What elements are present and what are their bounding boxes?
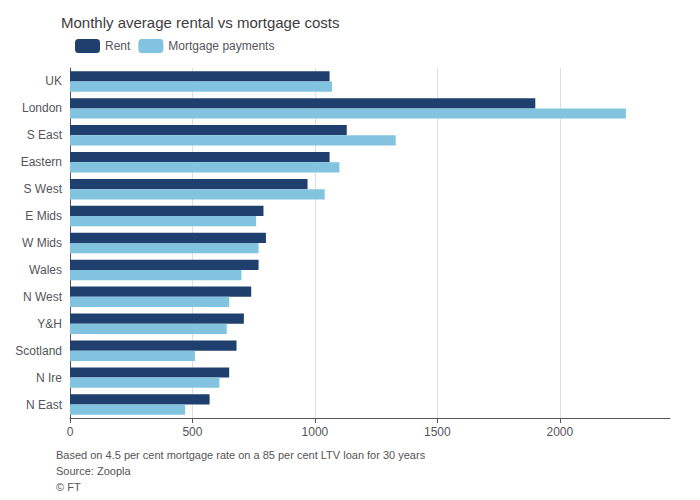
svg-text:Rent: Rent bbox=[105, 39, 131, 53]
svg-text:W Mids: W Mids bbox=[22, 236, 62, 250]
svg-text:500: 500 bbox=[182, 425, 202, 439]
svg-text:2000: 2000 bbox=[546, 425, 573, 439]
svg-text:Based on 4.5 per cent mortgage: Based on 4.5 per cent mortgage rate on a… bbox=[56, 449, 426, 461]
svg-text:UK: UK bbox=[45, 74, 62, 88]
svg-text:Scotland: Scotland bbox=[15, 344, 62, 358]
svg-text:N West: N West bbox=[23, 290, 63, 304]
svg-text:N East: N East bbox=[26, 398, 63, 412]
svg-text:© FT: © FT bbox=[56, 481, 81, 493]
svg-text:E Mids: E Mids bbox=[25, 209, 62, 223]
svg-text:Mortgage payments: Mortgage payments bbox=[168, 39, 274, 53]
svg-text:N Ire: N Ire bbox=[36, 371, 62, 385]
svg-text:London: London bbox=[22, 101, 62, 115]
svg-text:S East: S East bbox=[27, 128, 63, 142]
svg-text:Source: Zoopla: Source: Zoopla bbox=[56, 465, 131, 477]
svg-text:1500: 1500 bbox=[424, 425, 451, 439]
svg-text:Y&H: Y&H bbox=[37, 317, 62, 331]
svg-text:Eastern: Eastern bbox=[21, 155, 62, 169]
svg-text:0: 0 bbox=[67, 425, 74, 439]
svg-text:Wales: Wales bbox=[29, 263, 62, 277]
svg-text:1000: 1000 bbox=[302, 425, 329, 439]
svg-text:Monthly average rental vs mort: Monthly average rental vs mortgage costs bbox=[61, 14, 339, 31]
svg-text:S West: S West bbox=[24, 182, 63, 196]
